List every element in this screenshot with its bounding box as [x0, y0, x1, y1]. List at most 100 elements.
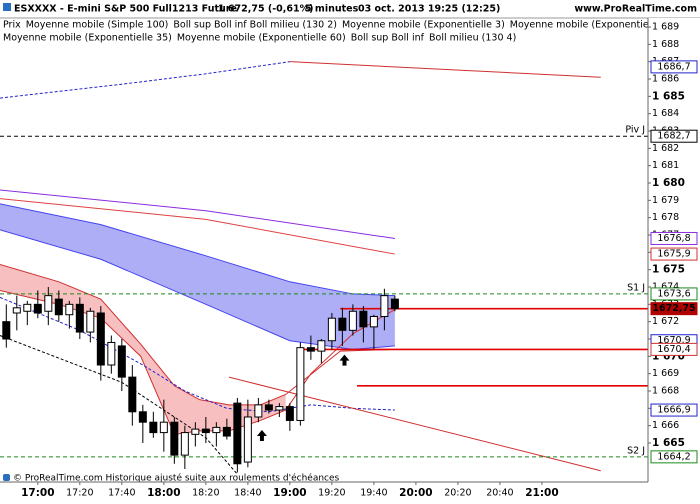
header-period: 5 minutes	[305, 4, 359, 15]
candle-body	[254, 404, 263, 418]
candle-body	[149, 421, 158, 434]
candle-body	[380, 295, 389, 317]
y-tick-label: 1 689	[652, 22, 679, 33]
price-tag-label: 1670,4	[657, 344, 690, 355]
y-tick-label: 1 681	[652, 160, 679, 171]
y-tick-label: 1 686	[652, 74, 679, 85]
x-tick-label: 20:20	[444, 488, 471, 499]
candle-body	[170, 421, 179, 456]
candle-body	[107, 341, 116, 366]
price-tag-label: 1676,8	[657, 233, 690, 244]
x-tick-label: 18:40	[234, 488, 261, 499]
price-tag	[650, 287, 698, 301]
x-tick-label: 20:40	[486, 488, 513, 499]
candle-body	[348, 310, 357, 331]
price-tag-label: 1666,9	[657, 405, 690, 416]
footer-icon	[3, 474, 10, 481]
price-tag	[650, 129, 698, 143]
candle-body	[180, 432, 189, 456]
candle-body	[243, 416, 252, 463]
y-tick-label: 1 679	[652, 195, 679, 206]
candle-body	[128, 376, 137, 413]
signal-arrow	[339, 354, 350, 366]
level-label: S1 J	[627, 282, 645, 293]
candle-body	[138, 411, 147, 423]
price-tag-label: 1670,9	[657, 335, 690, 346]
candle-body	[23, 303, 32, 312]
x-tick-label: 18:20	[192, 488, 219, 499]
candle-body	[306, 347, 315, 352]
candle-body	[2, 321, 11, 340]
y-tick-label: 1 680	[652, 177, 685, 189]
legend-entry: Moyenne mobile (Exponentielle 35)	[3, 33, 172, 44]
price-tag	[650, 231, 698, 245]
x-tick-label: 19:20	[318, 488, 345, 499]
candle-body	[285, 406, 294, 421]
legend-entry: Boll milieu (130 4)	[429, 33, 516, 44]
candle-body	[390, 298, 399, 310]
header-price: 1 672,75 (-0,61%)	[218, 4, 313, 15]
candle-body	[54, 298, 63, 316]
header-title: ESXXXX - E-mini S&P 500 Full1213 Future	[14, 4, 237, 15]
y-tick-label: 1 675	[652, 264, 685, 276]
candle-body	[296, 347, 305, 421]
legend-entry: Moyenne mobile (Exponentielle 60)	[177, 33, 346, 44]
candle-body	[212, 426, 221, 434]
band-area	[0, 203, 395, 350]
price-tag	[650, 247, 698, 261]
candle-body	[117, 345, 126, 378]
header-icon	[3, 3, 11, 11]
price-tag	[650, 302, 698, 316]
candle-body	[201, 428, 210, 434]
candle-body	[264, 404, 273, 411]
header-date: 03 oct. 2013 19:25 (12:25)	[358, 4, 500, 15]
price-tag-label: 1672,75	[652, 303, 695, 314]
footer-note: © ProRealTime.com Historique ajusté suit…	[13, 473, 340, 484]
y-tick-label: 1 666	[652, 420, 679, 431]
x-axis-area	[0, 482, 700, 500]
candle-body	[233, 402, 242, 465]
price-tag-label: 1664,2	[657, 451, 690, 462]
legend-entry: Boll sup Boll inf Boll milieu (130 2)	[173, 20, 337, 31]
price-tag	[650, 450, 698, 464]
candle-body	[44, 295, 53, 312]
legend-entry: Moyenne mobile (Exponentielle 3)	[342, 20, 505, 31]
indicator-line	[0, 61, 290, 99]
x-tick-label: 17:20	[66, 488, 93, 499]
candle-body	[96, 312, 105, 366]
y-tick-label: 1 678	[652, 212, 679, 223]
indicator-line	[228, 376, 601, 472]
y-tick-label: 1 688	[652, 39, 679, 50]
level-label: Piv J	[625, 125, 645, 136]
candle-body	[33, 303, 42, 314]
candle-body	[327, 317, 336, 342]
candle-body	[65, 303, 74, 316]
level-label: S2 J	[627, 445, 645, 456]
price-tag	[650, 342, 698, 356]
candle-body	[369, 315, 378, 328]
y-tick-label: 1 684	[652, 108, 679, 119]
legend-entry: Moyenne mobile (Exponentielle 15)	[510, 20, 679, 31]
y-tick-label: 1 685	[652, 90, 685, 102]
y-tick-label: 1 669	[652, 368, 679, 379]
y-tick-label: 1 668	[652, 385, 679, 396]
header-site: www.ProRealTime.com	[574, 4, 697, 15]
x-tick-label: 19:40	[360, 488, 387, 499]
candle-body	[159, 421, 168, 434]
x-tick-label: 21:00	[525, 487, 558, 499]
y-tick-label: 1 665	[652, 437, 685, 449]
price-tag-label: 1686,7	[657, 61, 690, 72]
candle-body	[12, 307, 21, 314]
candle-body	[222, 426, 231, 437]
y-tick-label: 1 674	[652, 281, 679, 292]
legend-entry: Boll sup Boll inf	[351, 33, 425, 44]
legend-entry: Prix	[3, 20, 21, 31]
indicator-line	[289, 61, 601, 78]
price-tag-label: 1673,6	[657, 288, 690, 299]
candle-body	[338, 317, 347, 331]
indicator-line	[0, 198, 395, 255]
y-tick-label: 1 682	[652, 143, 679, 154]
price-tag	[650, 403, 698, 417]
x-tick-label: 17:40	[108, 488, 135, 499]
